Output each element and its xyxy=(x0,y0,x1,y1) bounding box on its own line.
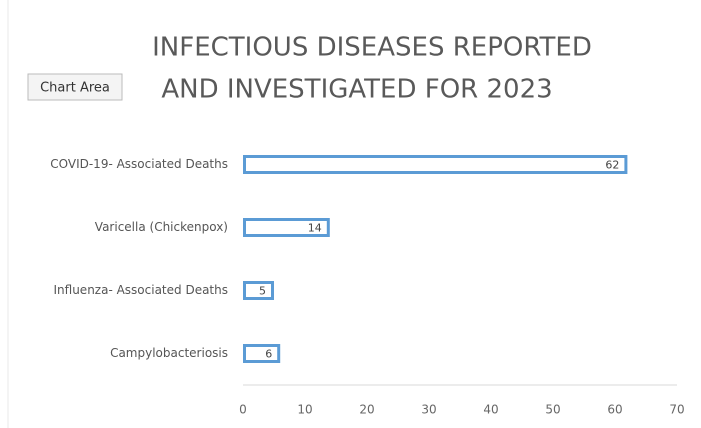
bar xyxy=(243,155,628,174)
bar xyxy=(243,344,281,363)
data-label: 14 xyxy=(308,222,322,235)
data-label: 62 xyxy=(605,159,619,172)
x-tick-label: 10 xyxy=(297,403,312,417)
bar xyxy=(243,218,330,237)
x-tick-label: 60 xyxy=(607,403,622,417)
x-tick-label: 0 xyxy=(239,403,247,417)
x-tick-label: 20 xyxy=(359,403,374,417)
x-tick-label: 50 xyxy=(545,403,560,417)
bar xyxy=(243,281,274,300)
x-tick-label: 30 xyxy=(421,403,436,417)
data-label: 6 xyxy=(265,348,272,361)
y-tick-label: Influenza- Associated Deaths xyxy=(54,283,229,297)
y-tick-label: Campylobacteriosis xyxy=(110,346,228,360)
y-tick-label: COVID-19- Associated Deaths xyxy=(50,157,228,171)
tooltip: Chart Area xyxy=(40,81,110,96)
tooltip-box xyxy=(27,73,123,101)
chart-title: INFECTIOUS DISEASES REPORTED xyxy=(152,33,592,63)
x-tick-label: 70 xyxy=(669,403,684,417)
y-tick-label: Varicella (Chickenpox) xyxy=(95,220,228,234)
x-tick-label: 40 xyxy=(483,403,498,417)
chart-title: AND INVESTIGATED FOR 2023 xyxy=(161,75,552,105)
data-label: 5 xyxy=(259,285,266,298)
